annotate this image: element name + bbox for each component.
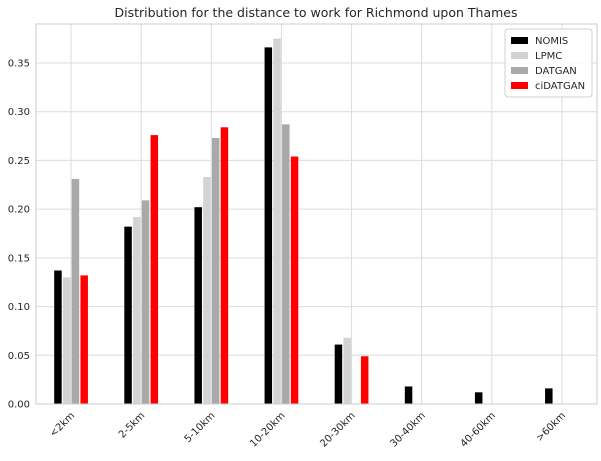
y-tick-label: 0.35 <box>8 58 30 69</box>
bar-datgan-2 <box>211 138 220 404</box>
bar-nomis-0 <box>54 270 62 404</box>
bar-nomis-4 <box>334 344 343 404</box>
bar-cidatgan-0 <box>80 275 88 404</box>
x-tick-label: 10-20km <box>248 410 287 449</box>
legend-swatch-lpmc <box>511 52 528 59</box>
bar-nomis-1 <box>124 226 132 404</box>
x-tick-label: 30-40km <box>388 410 427 449</box>
legend: NOMIS LPMC DATGAN ciDATGAN <box>504 28 593 98</box>
x-tick-label: 20-30km <box>318 410 357 449</box>
bar-datgan-0 <box>71 178 80 404</box>
legend-label-nomis: NOMIS <box>535 36 568 47</box>
bar-lpmc-4 <box>343 337 351 404</box>
bar-cidatgan-3 <box>290 156 299 404</box>
bar-nomis-3 <box>264 47 273 405</box>
legend-swatch-cidatgan <box>511 82 528 89</box>
legend-swatch-nomis <box>511 37 528 44</box>
bar-cidatgan-1 <box>150 135 159 405</box>
bar-nomis-5 <box>404 386 413 404</box>
legend-swatch-datgan <box>511 67 528 74</box>
y-tick-label: 0.25 <box>8 156 30 167</box>
y-tick-label: 0.10 <box>8 302 30 313</box>
bar-nomis-6 <box>474 392 483 404</box>
bar-datgan-1 <box>141 200 150 404</box>
x-tick-label: <2km <box>48 410 77 439</box>
y-axis: 0.00 0.05 0.10 0.15 0.20 0.25 0.30 0.35 <box>8 58 30 410</box>
bar-nomis-2 <box>194 207 202 404</box>
y-tick-label: 0.20 <box>8 205 30 216</box>
bar-lpmc-0 <box>62 277 71 404</box>
bars <box>54 38 553 405</box>
y-tick-label: 0.05 <box>8 351 30 362</box>
bar-nomis-7 <box>545 388 553 404</box>
x-tick-label: 40-60km <box>459 410 498 449</box>
x-tick-label: >60km <box>534 410 568 444</box>
bar-lpmc-3 <box>273 38 281 404</box>
y-tick-label: 0.15 <box>8 253 30 264</box>
x-tick-label: 5-10km <box>183 410 218 445</box>
x-axis: <2km 2-5km 5-10km 10-20km 20-30km 30-40km 40-6… <box>48 410 568 449</box>
bar-datgan-3 <box>282 124 290 404</box>
legend-label-cidatgan: ciDATGAN <box>535 81 585 92</box>
bar-cidatgan-4 <box>360 356 369 404</box>
legend-label-datgan: DATGAN <box>535 66 577 77</box>
legend-label-lpmc: LPMC <box>535 51 562 62</box>
bar-lpmc-2 <box>203 176 211 404</box>
plot-area-frame <box>35 23 598 405</box>
bar-lpmc-1 <box>133 216 141 404</box>
y-tick-label: 0.30 <box>8 107 30 118</box>
y-tick-label: 0.00 <box>8 400 30 411</box>
bar-cidatgan-2 <box>220 127 229 405</box>
legend-box <box>504 28 593 98</box>
chart-title: Distribution for the distance to work fo… <box>115 5 518 20</box>
x-tick-label: 2-5km <box>117 410 147 440</box>
